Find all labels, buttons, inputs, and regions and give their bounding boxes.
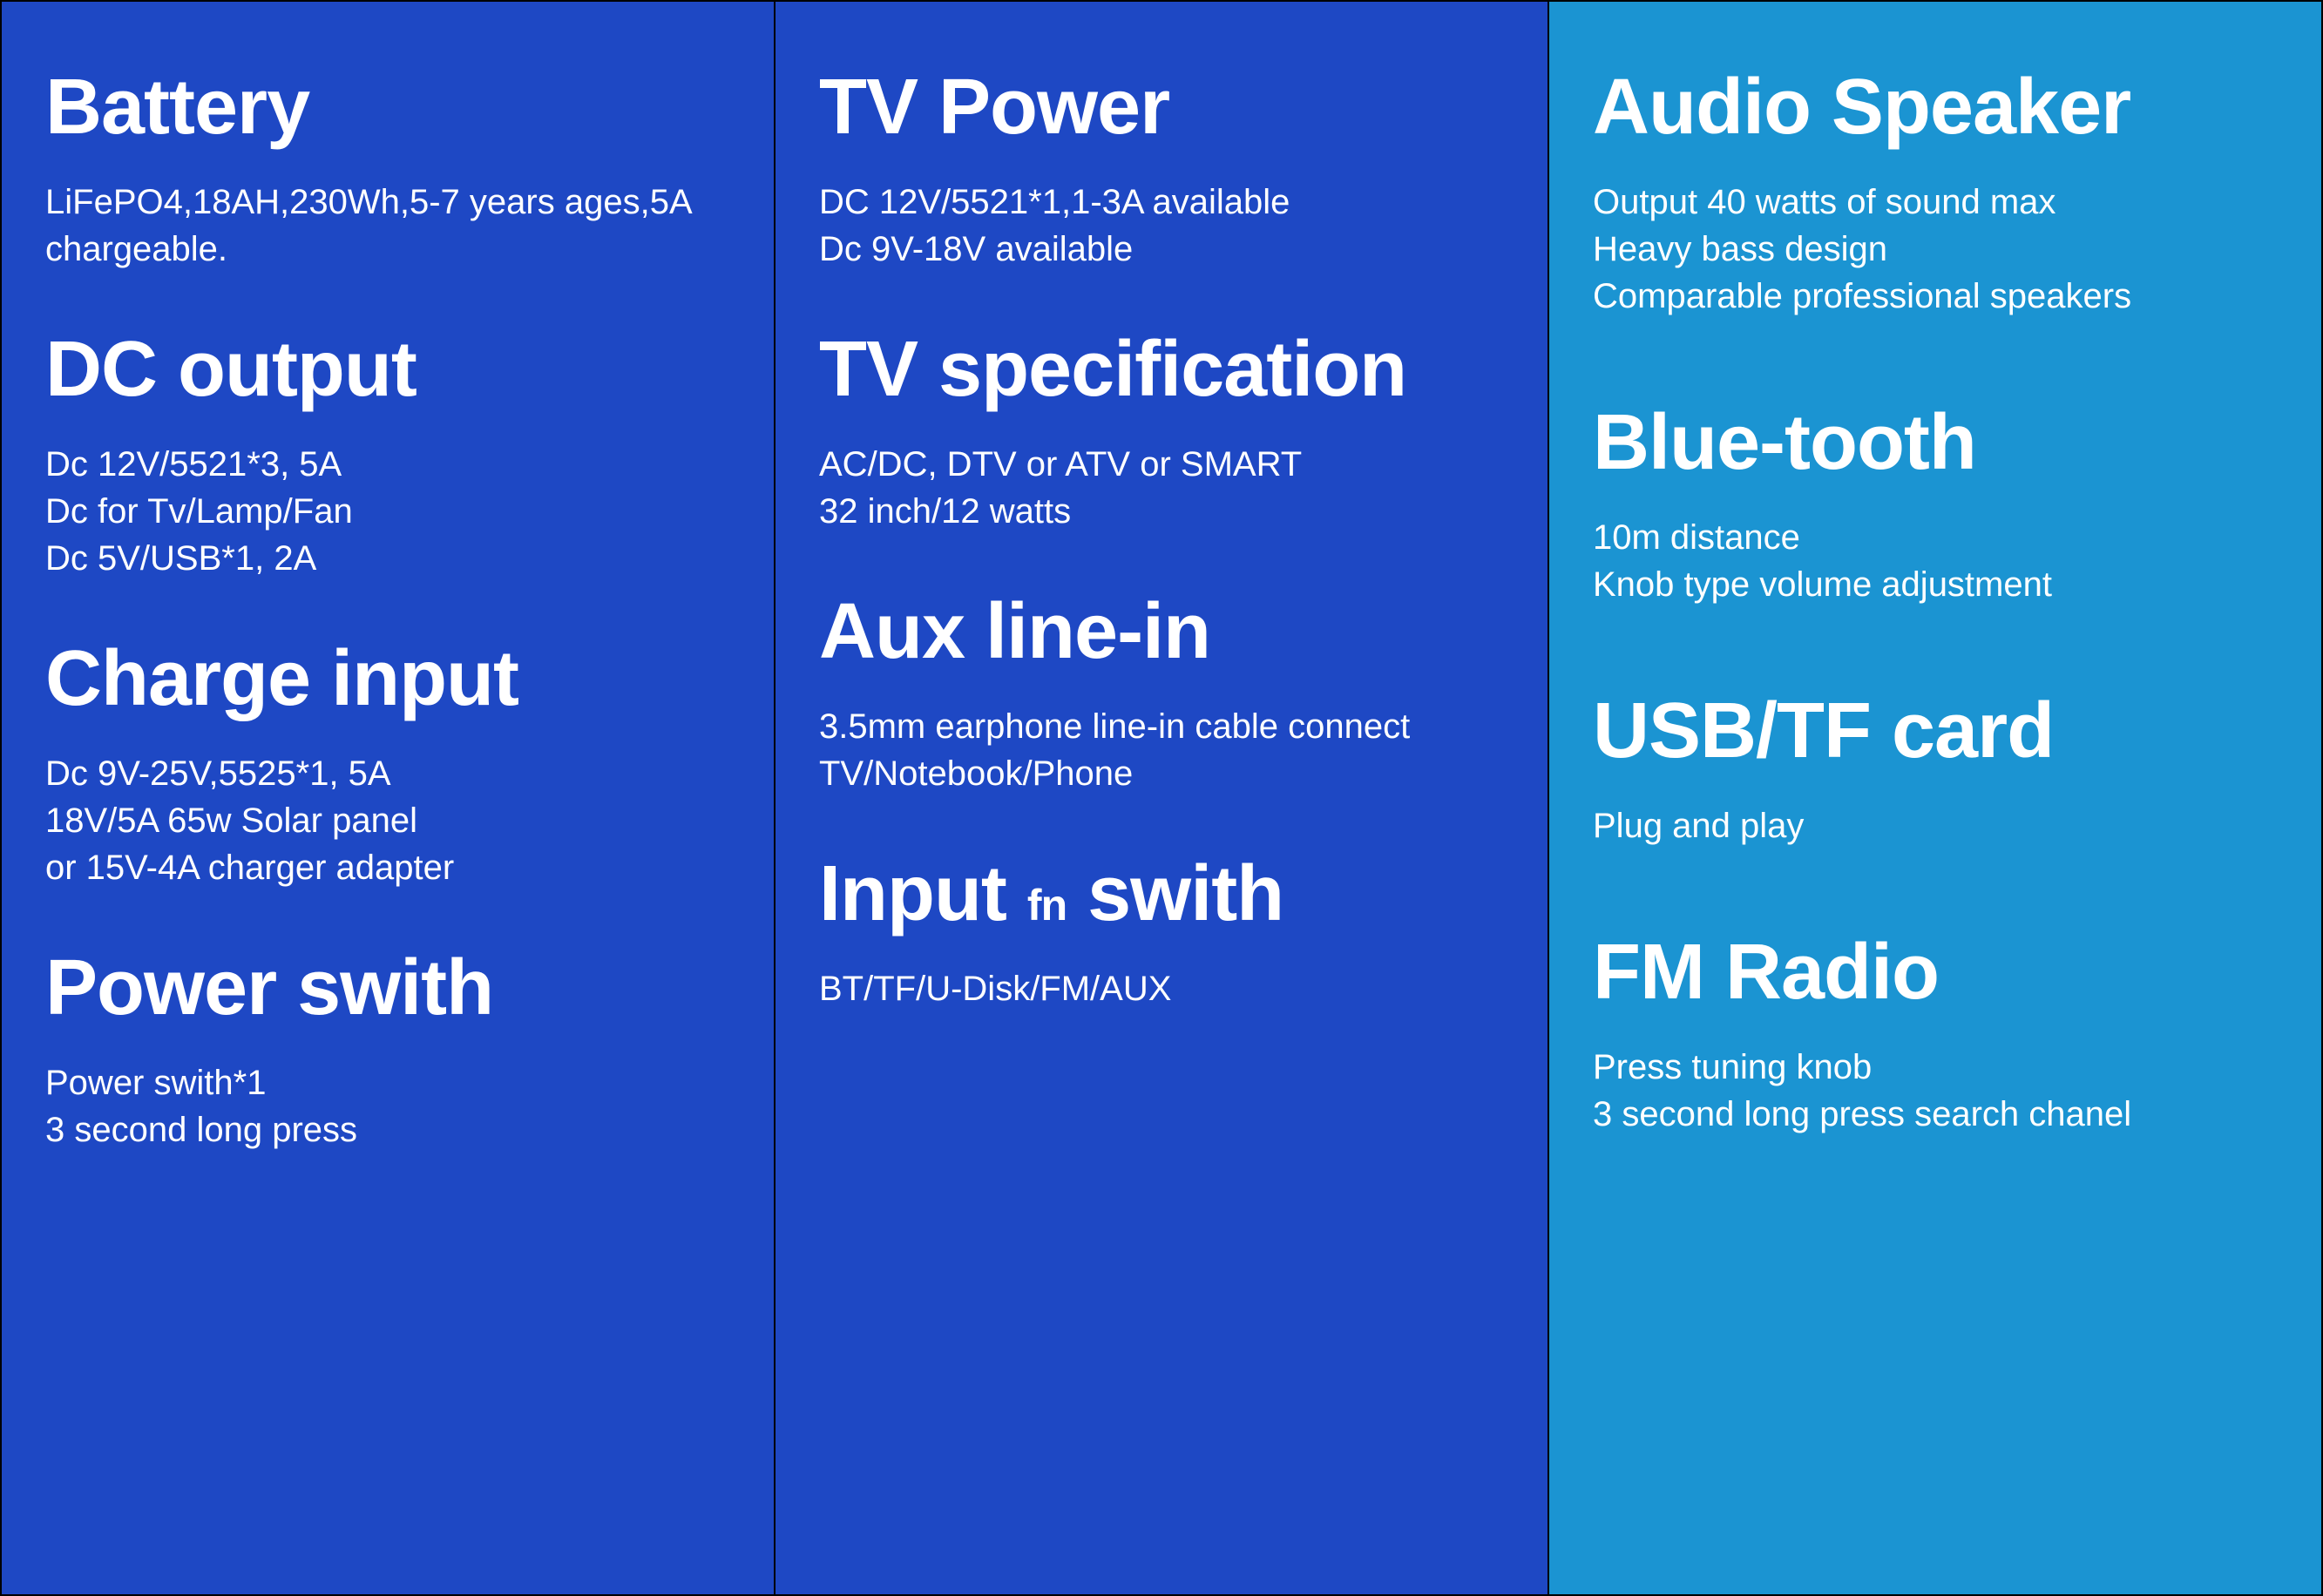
- heading-bluetooth: Blue-tooth: [1593, 398, 2278, 488]
- body-power-swith: Power swith*13 second long press: [45, 1059, 730, 1153]
- heading-input-pre: Input: [819, 850, 1027, 937]
- heading-tv-power: TV Power: [819, 63, 1504, 152]
- body-tv-power: DC 12V/5521*1,1-3A availableDc 9V-18V av…: [819, 179, 1504, 273]
- section-audio-speaker: Audio Speaker Output 40 watts of sound m…: [1593, 63, 2278, 320]
- section-tv-spec: TV specification AC/DC, DTV or ATV or SM…: [819, 325, 1504, 535]
- body-dc-output: Dc 12V/5521*3, 5ADc for Tv/Lamp/FanDc 5V…: [45, 441, 730, 582]
- body-aux-line-in: 3.5mm earphone line-in cable connect TV/…: [819, 703, 1504, 797]
- body-tv-spec: AC/DC, DTV or ATV or SMART32 inch/12 wat…: [819, 441, 1504, 535]
- body-input-fn-swith: BT/TF/U-Disk/FM/AUX: [819, 965, 1504, 1012]
- column-1: Battery LiFePO4,18AH,230Wh,5-7 years age…: [2, 2, 775, 1594]
- body-usb-tf: Plug and play: [1593, 802, 2278, 849]
- column-2: TV Power DC 12V/5521*1,1-3A availableDc …: [775, 2, 1549, 1594]
- section-power-swith: Power swith Power swith*13 second long p…: [45, 943, 730, 1153]
- heading-input-fn-swith: Input fn swith: [819, 849, 1504, 939]
- heading-dc-output: DC output: [45, 325, 730, 415]
- body-fm-radio: Press tuning knob3 second long press sea…: [1593, 1044, 2278, 1138]
- heading-audio-speaker: Audio Speaker: [1593, 63, 2278, 152]
- heading-battery: Battery: [45, 63, 730, 152]
- heading-fm-radio: FM Radio: [1593, 928, 2278, 1018]
- heading-input-post: swith: [1067, 850, 1283, 937]
- section-charge-input: Charge input Dc 9V-25V,5525*1, 5A18V/5A …: [45, 634, 730, 891]
- section-usb-tf: USB/TF card Plug and play: [1593, 686, 2278, 849]
- heading-charge-input: Charge input: [45, 634, 730, 724]
- heading-usb-tf: USB/TF card: [1593, 686, 2278, 776]
- section-dc-output: DC output Dc 12V/5521*3, 5ADc for Tv/Lam…: [45, 325, 730, 582]
- heading-aux-line-in: Aux line-in: [819, 587, 1504, 677]
- spec-sheet: Battery LiFePO4,18AH,230Wh,5-7 years age…: [0, 0, 2323, 1596]
- section-bluetooth: Blue-tooth 10m distanceKnob type volume …: [1593, 398, 2278, 608]
- body-charge-input: Dc 9V-25V,5525*1, 5A18V/5A 65w Solar pan…: [45, 750, 730, 891]
- section-aux-line-in: Aux line-in 3.5mm earphone line-in cable…: [819, 587, 1504, 797]
- body-bluetooth: 10m distanceKnob type volume adjustment: [1593, 514, 2278, 608]
- column-3: Audio Speaker Output 40 watts of sound m…: [1549, 2, 2321, 1594]
- body-audio-speaker: Output 40 watts of sound maxHeavy bass d…: [1593, 179, 2278, 320]
- heading-input-fn: fn: [1027, 881, 1067, 930]
- section-input-fn-swith: Input fn swith BT/TF/U-Disk/FM/AUX: [819, 849, 1504, 1012]
- section-tv-power: TV Power DC 12V/5521*1,1-3A availableDc …: [819, 63, 1504, 273]
- heading-tv-spec: TV specification: [819, 325, 1504, 415]
- body-battery: LiFePO4,18AH,230Wh,5-7 years ages,5A cha…: [45, 179, 730, 273]
- section-battery: Battery LiFePO4,18AH,230Wh,5-7 years age…: [45, 63, 730, 273]
- section-fm-radio: FM Radio Press tuning knob3 second long …: [1593, 928, 2278, 1138]
- heading-power-swith: Power swith: [45, 943, 730, 1033]
